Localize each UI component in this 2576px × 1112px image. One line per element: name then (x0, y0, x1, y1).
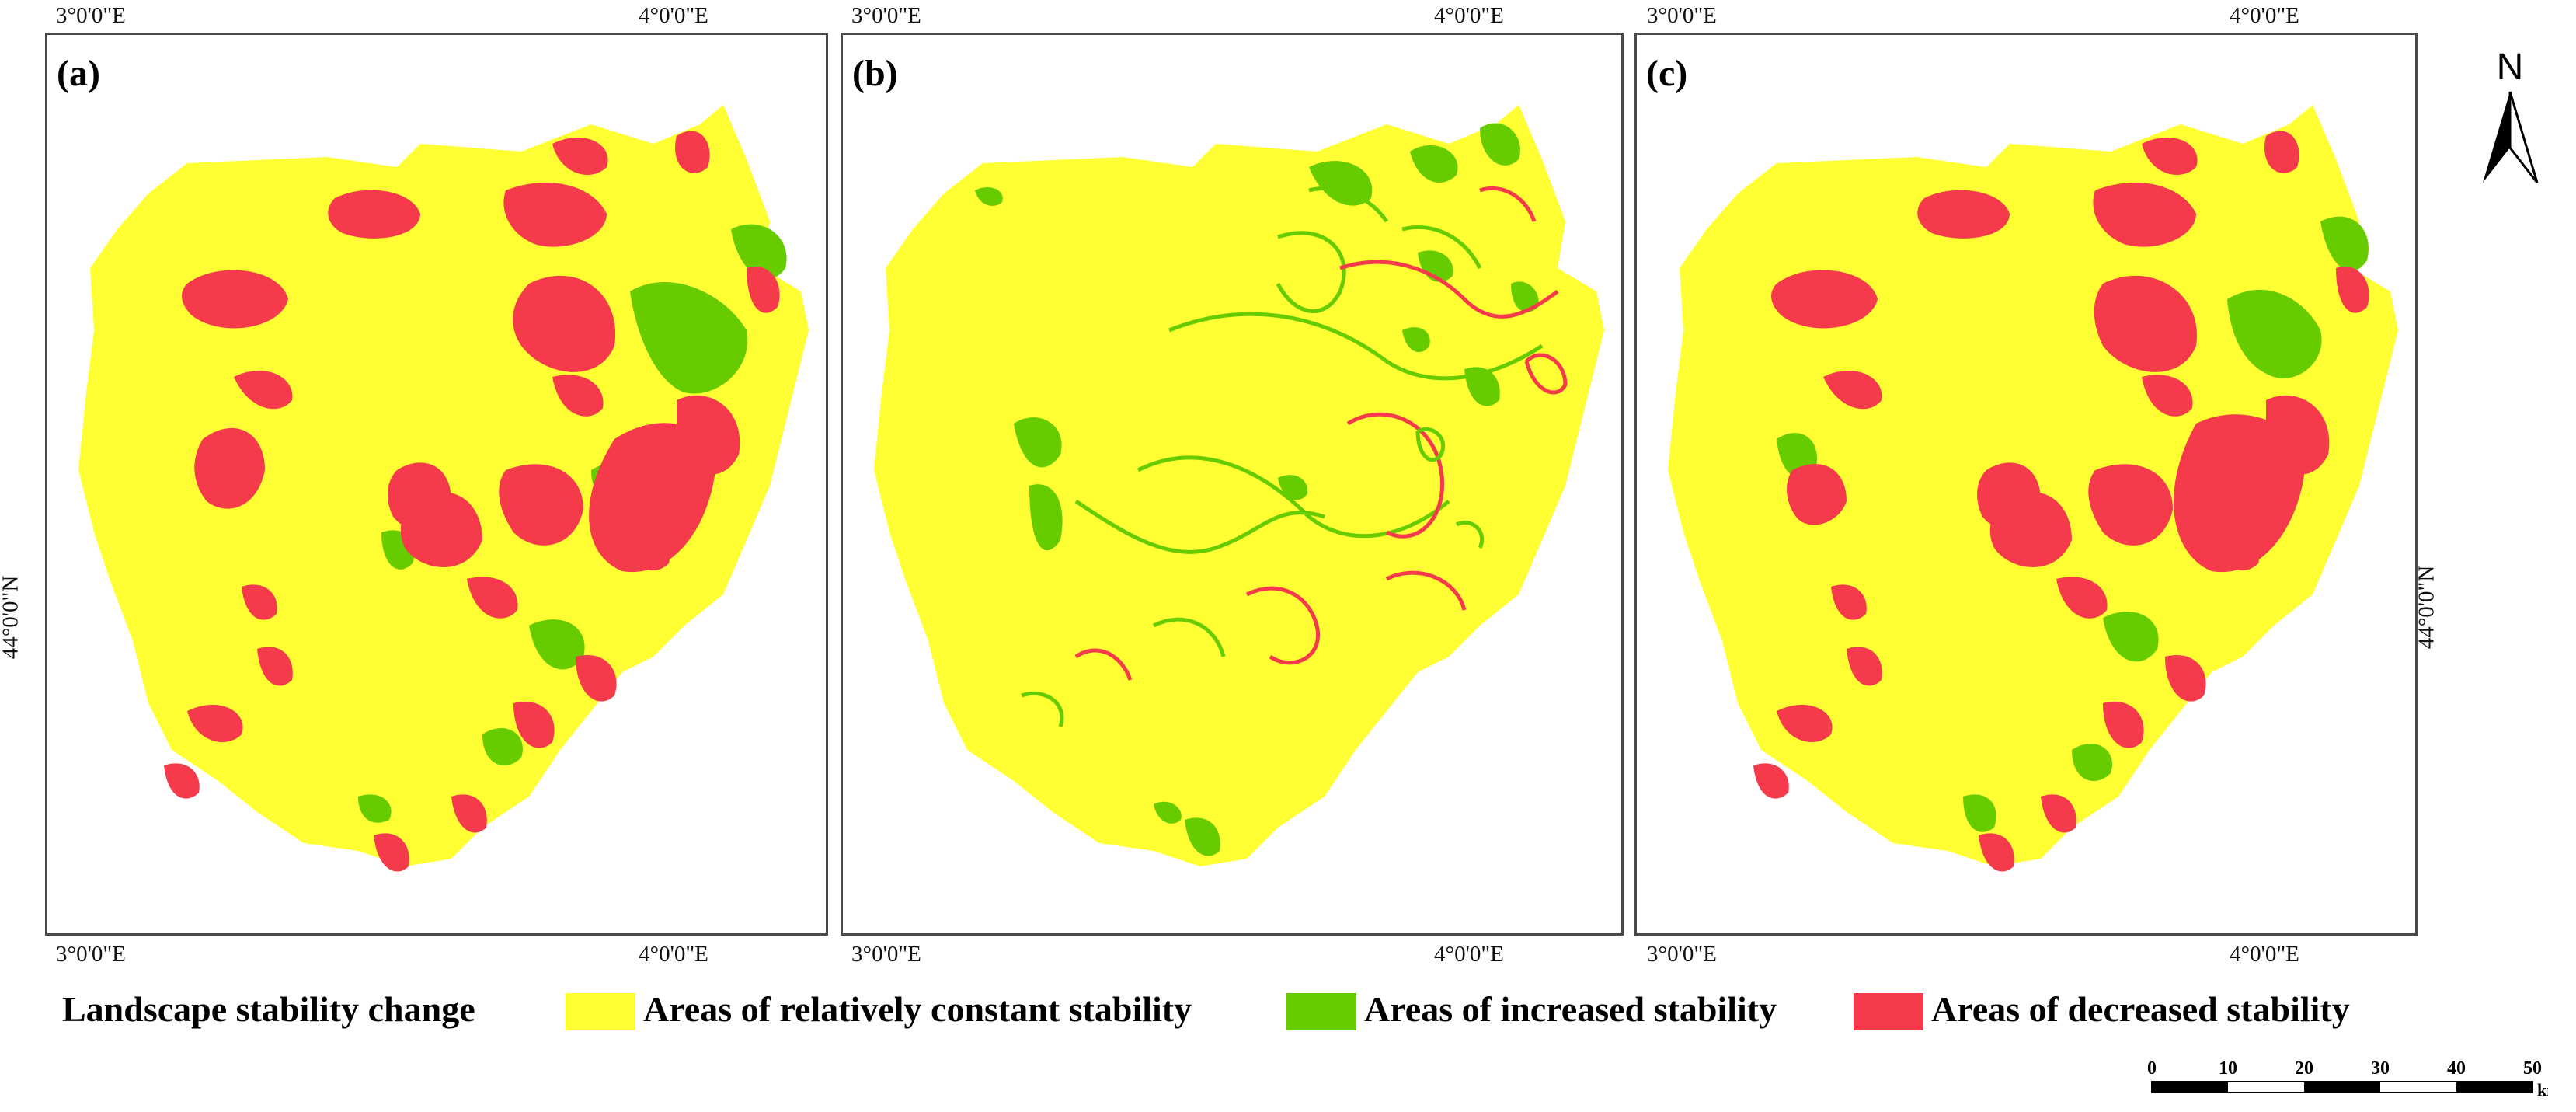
panel-a-top-lon-4: 4°0'0"E (639, 3, 708, 28)
legend-label-decreased: Areas of decreased stability (1931, 989, 2350, 1029)
panel-a-left-lat: 44°0'0"N (0, 575, 23, 660)
panel-a-top-lon-3: 3°0'0"E (56, 3, 126, 28)
north-label: N (2497, 47, 2524, 88)
north-arrow-icon: N (2483, 47, 2539, 183)
scale-tick-0: 0 (2147, 1058, 2157, 1079)
decreased-areas-c (1753, 131, 2369, 872)
legend-swatch-decreased (1854, 993, 1923, 1030)
scale-unit: km (2537, 1080, 2548, 1097)
panel-c-bottom-lon-4: 4°0'0"E (2230, 942, 2299, 967)
scale-bar: 0 10 20 30 40 50 km (2147, 1058, 2548, 1097)
panel-a-label: (a) (57, 53, 100, 94)
panel-c-top-lon-3: 3°0'0"E (1647, 3, 1717, 28)
panel-b-bottom-lon-3: 3°0'0"E (851, 942, 921, 967)
legend-title: Landscape stability change (62, 989, 475, 1029)
map-c-graphic (1668, 105, 2398, 872)
region-b (874, 105, 1604, 866)
panel-b-top-lon-4: 4°0'0"E (1434, 3, 1504, 28)
panel-b-label: (b) (852, 53, 898, 94)
panel-b-bottom-lon-4: 4°0'0"E (1434, 942, 1504, 967)
map-panel-a: (a) (45, 33, 828, 936)
legend-swatch-constant (566, 993, 635, 1030)
panel-c-right-lat: 44°0'0"N (2414, 565, 2439, 650)
panel-a-bottom-lon-3: 3°0'0"E (56, 942, 126, 967)
legend-swatch-increased (1286, 993, 1356, 1030)
panel-a-bottom-lon-4: 4°0'0"E (639, 942, 708, 967)
thin-boundaries-b (1021, 186, 1568, 727)
panel-b-top-lon-3: 3°0'0"E (851, 3, 921, 28)
scale-tick-10: 10 (2219, 1058, 2237, 1079)
scale-tick-40: 40 (2447, 1058, 2466, 1079)
legend-label-constant: Areas of relatively constant stability (643, 989, 1192, 1029)
scale-tick-20: 20 (2295, 1058, 2313, 1079)
map-panel-c: (c) (1634, 33, 2418, 936)
scale-tick-30: 30 (2371, 1058, 2390, 1079)
panel-c-bottom-lon-3: 3°0'0"E (1647, 942, 1717, 967)
panel-c-top-lon-4: 4°0'0"E (2230, 3, 2299, 28)
map-b-graphic (874, 105, 1604, 866)
panel-c-label: (c) (1646, 53, 1688, 94)
scale-tick-50: 50 (2523, 1058, 2542, 1079)
map-panel-b: (b) (841, 33, 1624, 936)
map-a-graphic (78, 105, 809, 872)
decreased-areas-a (164, 131, 780, 872)
legend-label-increased: Areas of increased stability (1364, 989, 1777, 1029)
